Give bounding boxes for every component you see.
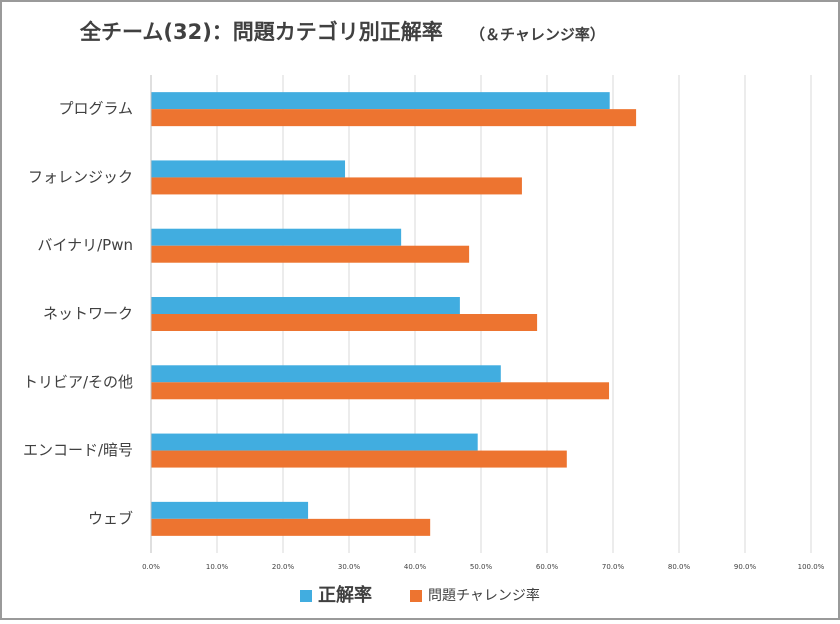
bar [151, 109, 637, 127]
bar [151, 433, 478, 451]
bar [151, 501, 309, 519]
x-tick-label: 80.0% [668, 563, 691, 571]
bar [151, 228, 402, 246]
y-tick-label: トリビア/その他 [23, 373, 133, 391]
legend-swatch [410, 590, 422, 602]
x-tick-label: 10.0% [206, 563, 229, 571]
bar [151, 450, 567, 468]
bar [151, 382, 610, 400]
bar [151, 177, 522, 195]
y-tick-label: フォレンジック [28, 168, 133, 186]
x-tick-label: 70.0% [602, 563, 625, 571]
x-tick-label: 40.0% [404, 563, 427, 571]
y-tick-label: ネットワーク [43, 305, 133, 323]
x-tick-label: 20.0% [272, 563, 295, 571]
bar [151, 365, 501, 383]
x-tick-label: 0.0% [142, 563, 160, 571]
y-tick-label: バイナリ/Pwn [37, 236, 133, 254]
x-tick-label: 90.0% [734, 563, 757, 571]
y-tick-label: ウェブ [88, 509, 133, 527]
x-tick-label: 50.0% [470, 563, 493, 571]
x-tick-label: 30.0% [338, 563, 361, 571]
bar [151, 160, 346, 178]
chart-subtitle: （＆チャレンジ率） [470, 26, 605, 44]
bar [151, 518, 431, 536]
y-tick-label: プログラム [58, 100, 133, 118]
bar [151, 297, 460, 314]
x-tick-label: 60.0% [536, 563, 559, 571]
bar [151, 92, 610, 110]
legend-swatch [300, 590, 312, 602]
x-tick-label: 100.0% [798, 563, 825, 571]
chart-title: 全チーム(32)：問題カテゴリ別正解率 [79, 20, 443, 44]
legend-label: 正解率 [318, 584, 372, 606]
bar [151, 245, 470, 263]
legend-label: 問題チャレンジ率 [428, 587, 540, 604]
bar [151, 314, 538, 331]
y-tick-label: エンコード/暗号 [23, 441, 133, 459]
